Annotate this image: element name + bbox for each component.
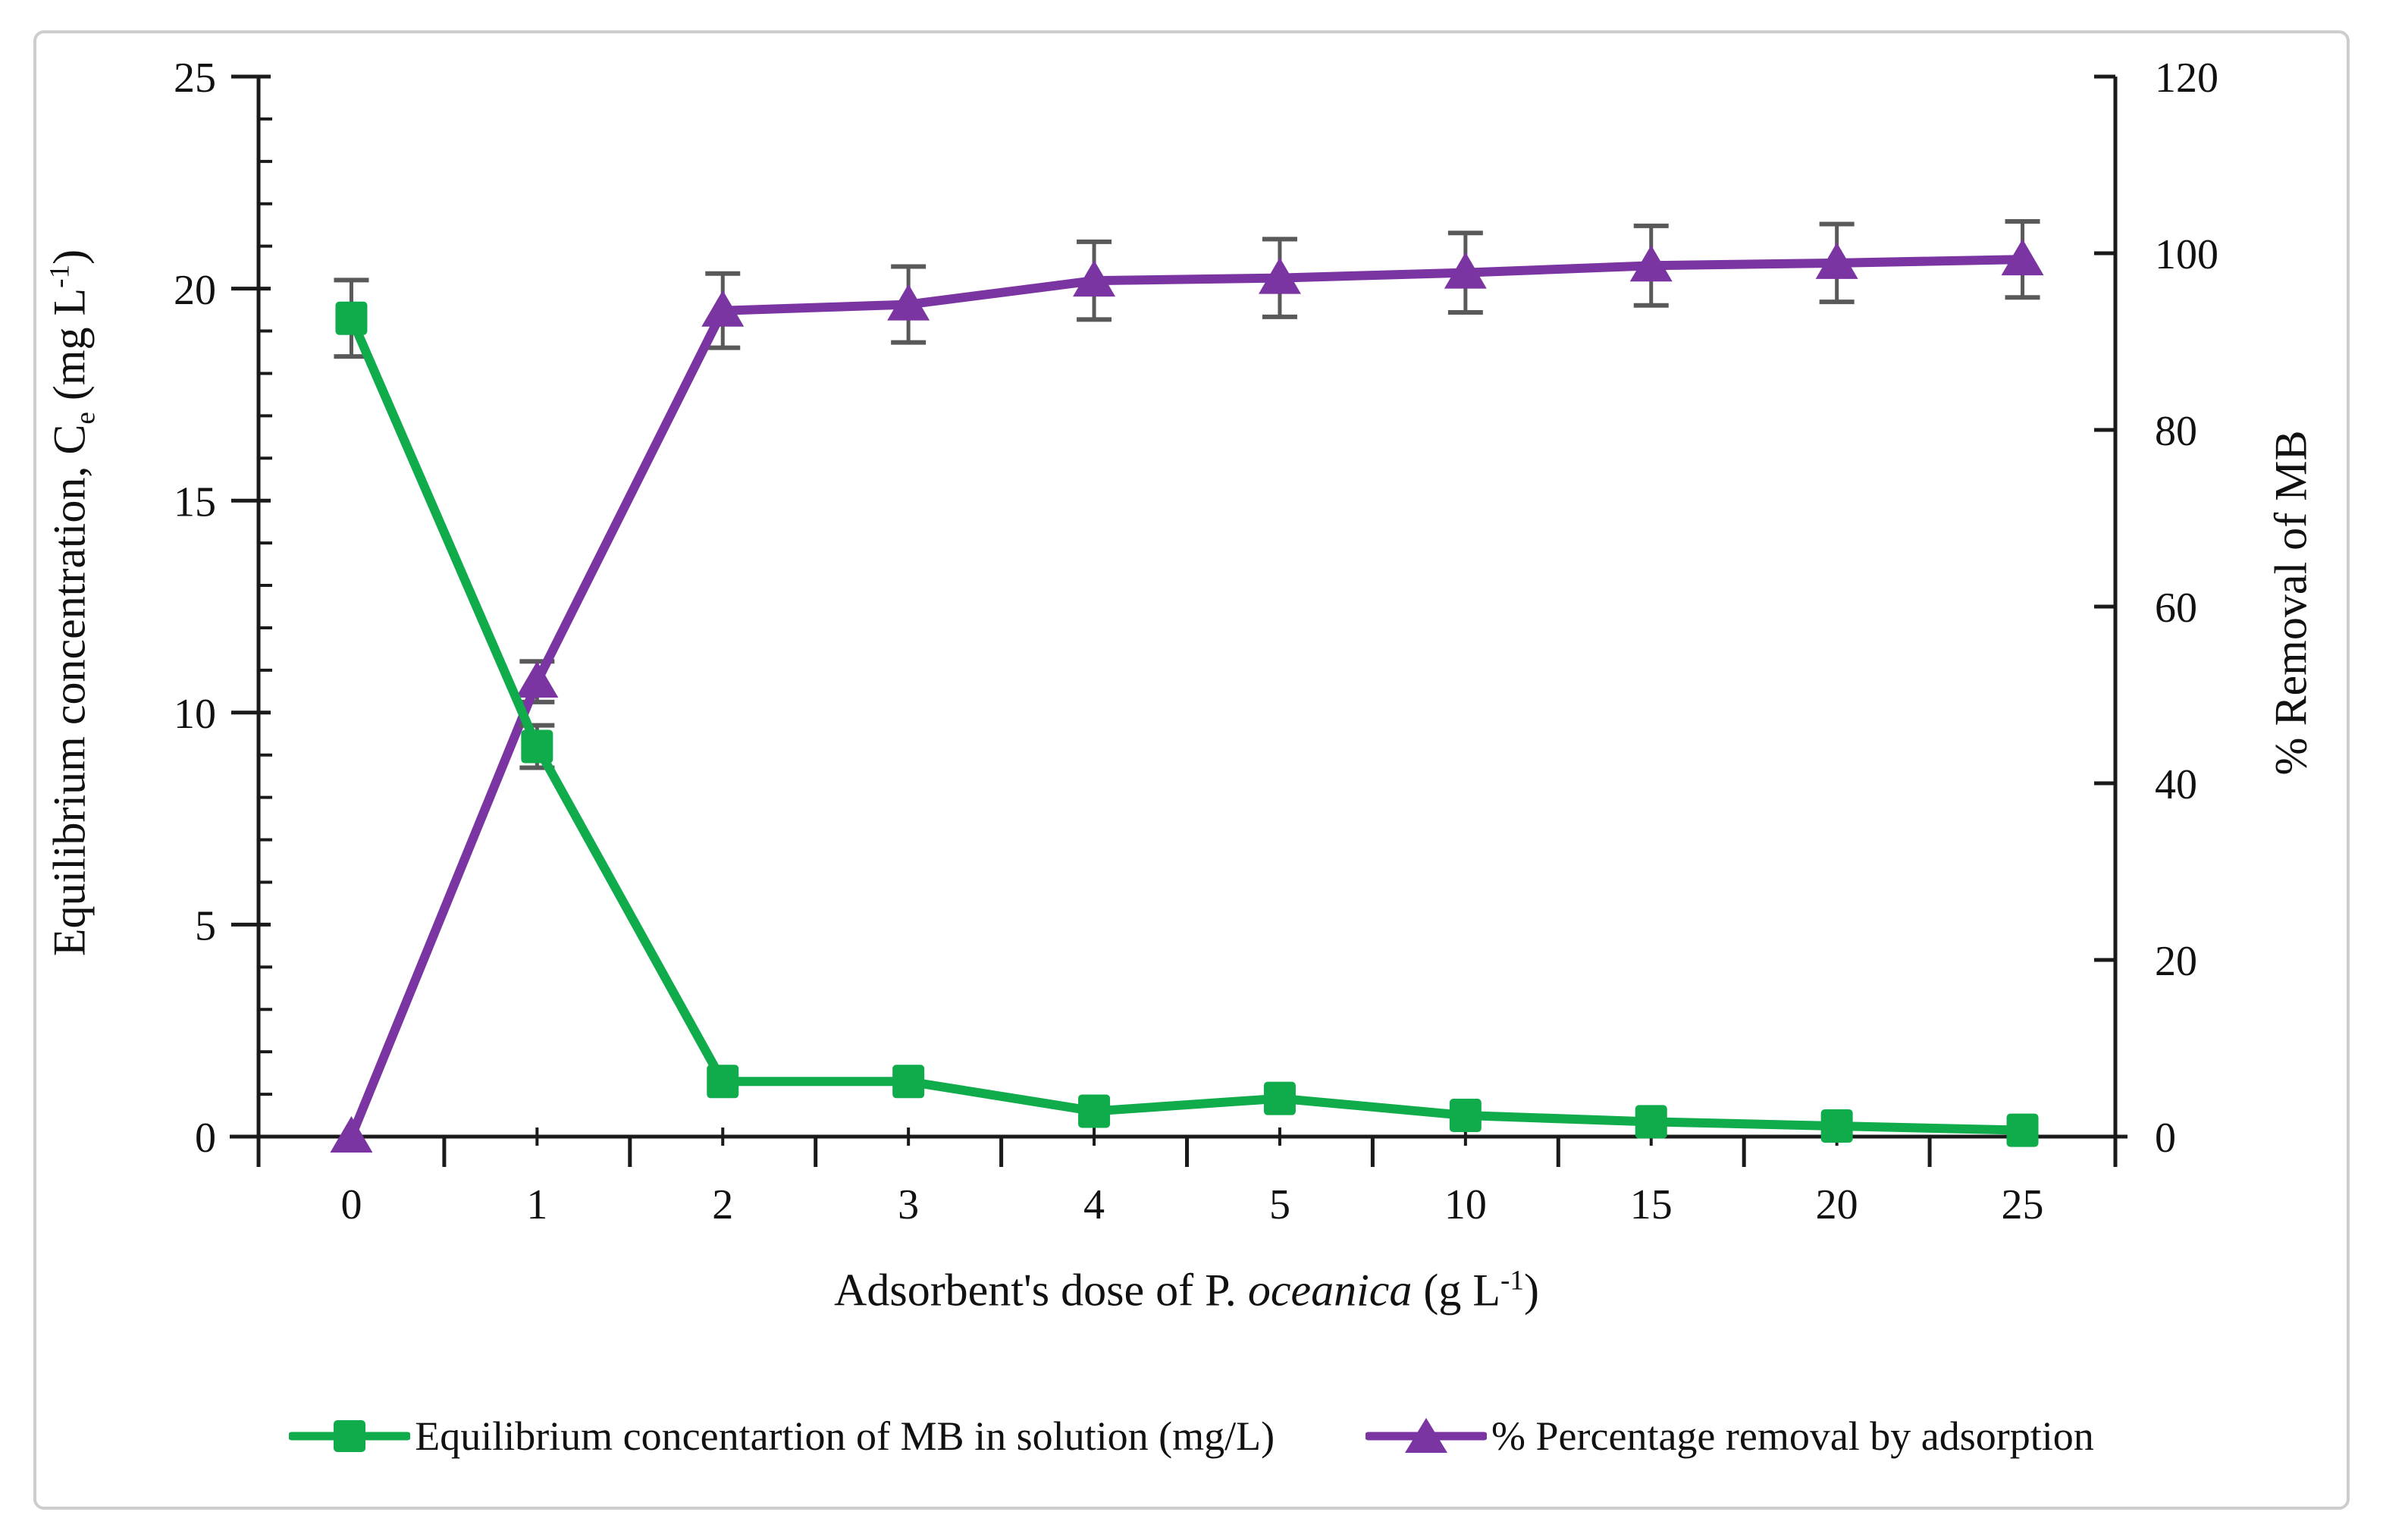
square-marker (892, 1065, 925, 1099)
square-marker (1449, 1099, 1482, 1133)
legend-item-equilibrium: Equilibrium concentartion of MB in solut… (289, 1412, 1275, 1460)
legend-label-equilibrium: Equilibrium concentartion of MB in solut… (415, 1413, 1275, 1459)
right-axis-title-text: % Removal of MB (2265, 430, 2316, 776)
square-marker (1635, 1105, 1667, 1139)
left-axis-tick-label: 0 (195, 1115, 216, 1162)
left-axis-title-sub: e (70, 412, 102, 425)
legend-item-removal: % Percentage removal by adsorption (1366, 1412, 2094, 1460)
right-axis-tick-label: 20 (2155, 938, 2197, 985)
x-axis-tick-label: 4 (1083, 1181, 1105, 1228)
x-axis-title-species: oceanica (1247, 1265, 1413, 1316)
x-axis-tick-label: 25 (2002, 1181, 2044, 1228)
x-axis-tick-label: 0 (340, 1181, 362, 1228)
x-axis-tick-label: 10 (1444, 1181, 1487, 1228)
right-axis-tick-label: 0 (2155, 1115, 2176, 1162)
triangle-marker (1073, 260, 1116, 297)
legend: Equilibrium concentartion of MB in solut… (0, 1412, 2383, 1460)
x-axis-title: Adsorbent's dose of P. oceanica (g L-1) (834, 1265, 1539, 1317)
square-marker (521, 729, 553, 764)
right-axis-tick-label: 40 (2155, 761, 2197, 808)
series-line-removal (346, 255, 2027, 1141)
left-axis-tick-label: 10 (174, 691, 216, 738)
x-axis-tick-label: 20 (1816, 1181, 1858, 1228)
square-marker (335, 301, 368, 335)
right-axis-tick-label: 100 (2155, 231, 2218, 278)
x-axis-tick-label: 15 (1630, 1181, 1673, 1228)
left-axis-title: Equilibrium concentration, Ce (mg L-1) (44, 249, 102, 956)
square-marker (707, 1065, 739, 1099)
right-axis-tick-label: 80 (2155, 408, 2197, 455)
left-axis-title-close: ) (44, 249, 95, 265)
left-axis-tick-label: 20 (174, 267, 216, 314)
x-axis-title-close: ) (1524, 1265, 1539, 1316)
x-axis-tick-label: 3 (898, 1181, 919, 1228)
square-marker (1820, 1109, 1853, 1143)
series-line-equilibrium (346, 313, 2027, 1135)
left-axis-title-text: Equilibrium concentration, C (44, 424, 95, 957)
square-marker (2006, 1113, 2039, 1147)
left-axis-tick-label: 25 (174, 55, 216, 102)
left-axis-title-unit: (mg L (44, 287, 95, 412)
right-axis-tick-label: 60 (2155, 585, 2197, 632)
triangle-marker (2001, 239, 2044, 276)
x-axis-tick-label: 5 (1269, 1181, 1290, 1228)
triangle-marker (1258, 257, 1301, 294)
right-axis-title: % Removal of MB (2265, 431, 2318, 776)
triangle-marker (1444, 252, 1487, 289)
square-marker (1078, 1094, 1111, 1128)
triangle-marker (1815, 242, 1858, 279)
triangle-marker-icon (1405, 1418, 1448, 1453)
left-axis-tick-label: 5 (195, 903, 216, 950)
legend-swatch-square (289, 1420, 411, 1452)
triangle-marker (1629, 245, 1673, 282)
right-axis-tick-label: 120 (2155, 55, 2218, 102)
triangle-marker (516, 661, 559, 698)
x-axis-title-sup: -1 (1500, 1265, 1525, 1297)
legend-swatch-triangle (1366, 1418, 1488, 1453)
x-axis-tick-label: 2 (712, 1181, 733, 1228)
triangle-marker (701, 290, 745, 327)
left-axis-tick-label: 15 (174, 478, 216, 525)
x-axis-title-text: Adsorbent's dose of P. (834, 1265, 1248, 1316)
triangle-marker (887, 284, 930, 321)
x-axis-title-unit: (g L (1412, 1265, 1501, 1316)
x-axis-tick-label: 1 (526, 1181, 547, 1228)
legend-label-removal: % Percentage removal by adsorption (1491, 1413, 2094, 1459)
square-marker (1263, 1081, 1296, 1115)
triangle-marker (330, 1116, 373, 1153)
left-axis-title-sup: -1 (44, 264, 76, 288)
square-marker-icon (334, 1420, 366, 1452)
